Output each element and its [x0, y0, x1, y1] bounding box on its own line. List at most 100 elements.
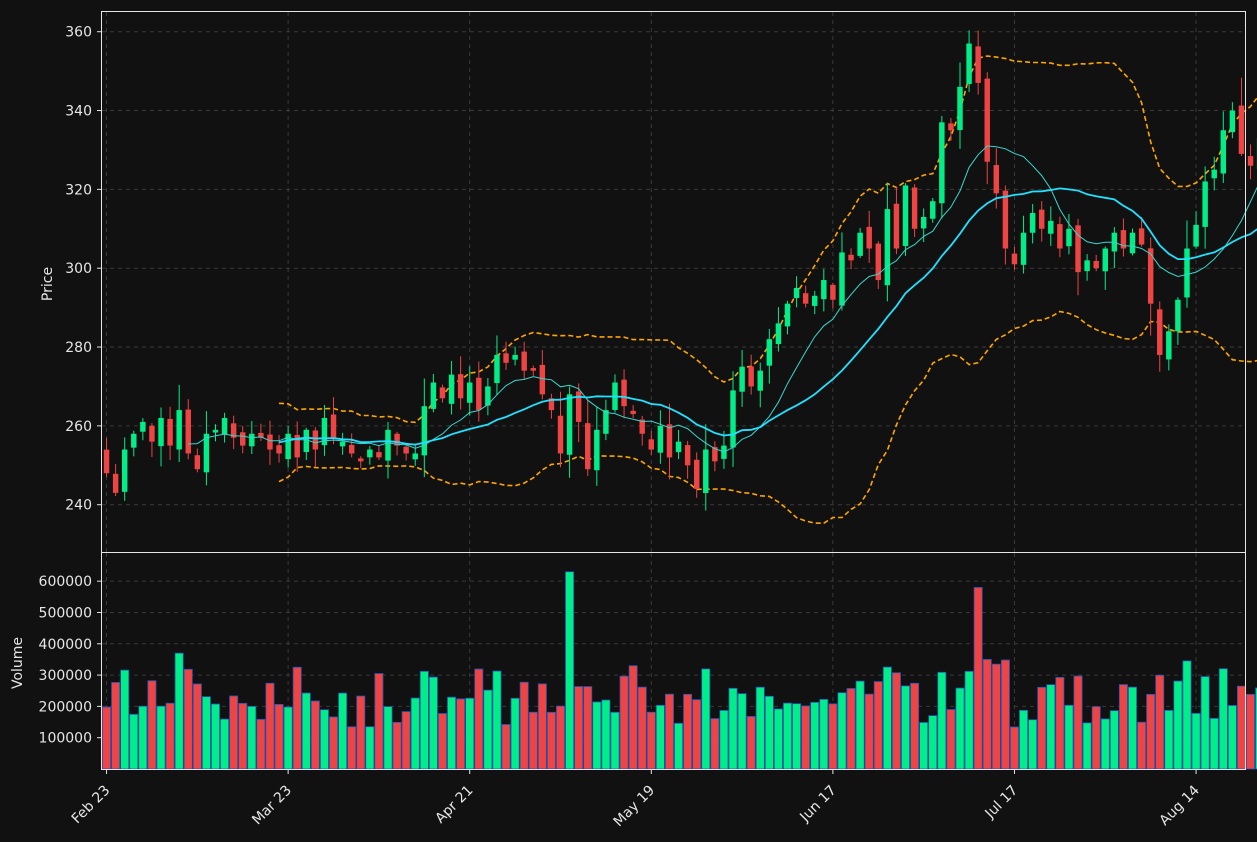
volume-bar: [111, 682, 121, 770]
candle-body: [730, 390, 736, 448]
volume-bar: [619, 675, 629, 770]
volume-bar: [338, 692, 348, 770]
volume-bar: [873, 681, 883, 770]
candle-body: [766, 339, 773, 366]
candle-body: [757, 370, 763, 391]
candle-body: [585, 423, 591, 470]
candle-body: [385, 429, 391, 461]
candle-body: [1238, 105, 1245, 154]
candle-body: [1202, 181, 1208, 227]
volume-bar: [229, 695, 239, 770]
price-tick-label: 300: [65, 261, 92, 277]
volume-bar: [501, 724, 511, 770]
candle-body: [1066, 228, 1072, 247]
candle-body: [666, 424, 673, 458]
candle-body: [775, 323, 782, 345]
volume-bar: [483, 689, 493, 770]
volume-bar: [556, 705, 565, 770]
volume-bar: [882, 666, 892, 770]
candle-body: [421, 406, 428, 456]
volume-bar: [347, 726, 357, 770]
volume-bar: [891, 672, 901, 770]
price-tick-label: 320: [65, 182, 92, 198]
candle-body: [966, 43, 972, 85]
candle-body: [630, 410, 636, 415]
candle-body: [1011, 253, 1018, 265]
candle-body: [802, 293, 809, 304]
volume-bar: [1100, 718, 1110, 770]
volume-bar: [283, 706, 293, 770]
candle-body: [1084, 260, 1090, 272]
volume-bar: [764, 695, 774, 770]
candle-body: [830, 284, 836, 300]
candle-body: [149, 425, 155, 442]
candle-body: [1002, 190, 1009, 249]
volume-bar: [1146, 693, 1156, 770]
sma-fast-line: [188, 145, 1257, 453]
volume-bar: [1137, 721, 1147, 770]
candle-body: [1147, 248, 1154, 304]
candle-body: [1193, 224, 1199, 247]
volume-bar: [192, 683, 202, 770]
candle-body: [866, 226, 872, 249]
volume-bar: [973, 587, 983, 770]
candle-body: [539, 364, 546, 395]
candle-body: [1093, 260, 1099, 269]
volume-bar: [592, 701, 602, 770]
volume-bar: [1164, 709, 1174, 770]
candle-body: [712, 447, 718, 462]
volume-bar: [211, 703, 220, 770]
candle-body: [1166, 331, 1172, 360]
candle-body: [1120, 230, 1127, 249]
candle-body: [884, 209, 891, 286]
volume-panel-frame: [101, 552, 1246, 770]
volume-bar: [610, 711, 620, 770]
volume-bar: [792, 703, 802, 770]
candle-body: [339, 441, 346, 447]
volume-bar: [129, 713, 139, 770]
sma-slow-line: [278, 187, 1257, 446]
volume-bar: [474, 668, 484, 770]
volume-bar: [383, 706, 393, 770]
volume-bar: [1064, 704, 1074, 770]
volume-bar: [301, 692, 311, 770]
volume-bar: [1118, 684, 1128, 770]
volume-bar: [855, 680, 865, 770]
volume-bar: [601, 699, 611, 770]
volume-tick-label: 300000: [39, 668, 92, 684]
volume-bar: [537, 683, 547, 770]
volume-bar: [837, 692, 847, 770]
candle-body: [920, 216, 927, 229]
candle-body: [930, 201, 936, 219]
volume-bar: [719, 710, 729, 770]
volume-bar: [1000, 659, 1010, 770]
volume-bar: [238, 702, 248, 770]
volume-bar: [755, 686, 765, 770]
volume-bar: [583, 686, 593, 770]
volume-bar: [256, 718, 266, 770]
candle-body: [240, 432, 246, 446]
volume-bar: [701, 668, 711, 770]
volume-bar: [1173, 680, 1183, 770]
candle-body: [403, 446, 409, 454]
volume-bar: [465, 697, 475, 770]
candle-body: [494, 354, 500, 384]
candle-body: [1057, 224, 1063, 249]
volume-bar: [120, 669, 130, 770]
volume-bar: [456, 698, 466, 770]
candle-body: [657, 425, 664, 453]
volume-bar: [864, 693, 874, 770]
volume-bar: [165, 702, 175, 770]
volume-tick-label: 400000: [39, 637, 92, 653]
candles: [103, 30, 1257, 511]
candle-body: [566, 394, 573, 455]
volume-bar: [910, 682, 920, 770]
volume-bar: [1046, 684, 1056, 770]
candle-body: [276, 445, 282, 454]
candle-body: [212, 429, 219, 433]
candle-body: [131, 433, 137, 448]
volume-bar: [1082, 722, 1092, 770]
candle-body: [448, 374, 455, 404]
candle-body: [140, 421, 146, 432]
volume-bar: [1109, 710, 1119, 770]
